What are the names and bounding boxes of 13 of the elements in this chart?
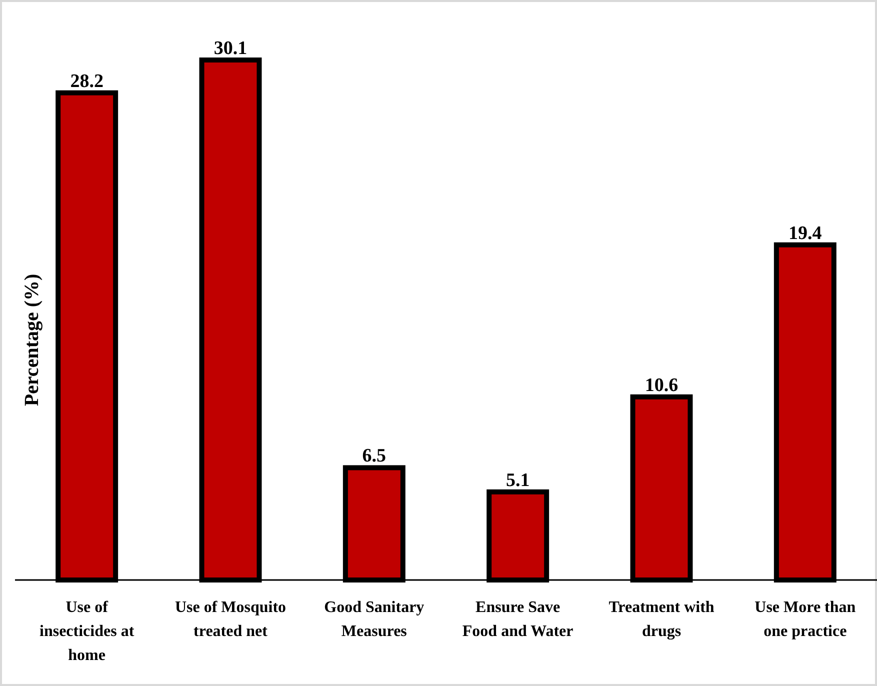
x-tick-label: Ensure Save Food and Water [462, 599, 574, 640]
data-label: 5.1 [506, 470, 530, 491]
x-tick-label: Use of insecticides at home [40, 599, 135, 664]
x-tick-label: Use of Mosquito treated net [174, 599, 286, 640]
x-tick-label: Good Sanitary Measures [324, 599, 424, 640]
y-axis-title: Percentage (%) [21, 274, 43, 406]
x-tick-label: Use More than one practice [754, 599, 856, 640]
data-label: 30.1 [214, 38, 248, 59]
data-label: 19.4 [788, 222, 822, 244]
data-label: 10.6 [644, 374, 678, 396]
x-tick-label: Treatment with drugs [608, 599, 714, 640]
data-label: 28.2 [70, 70, 104, 92]
data-label: 6.5 [362, 446, 386, 467]
